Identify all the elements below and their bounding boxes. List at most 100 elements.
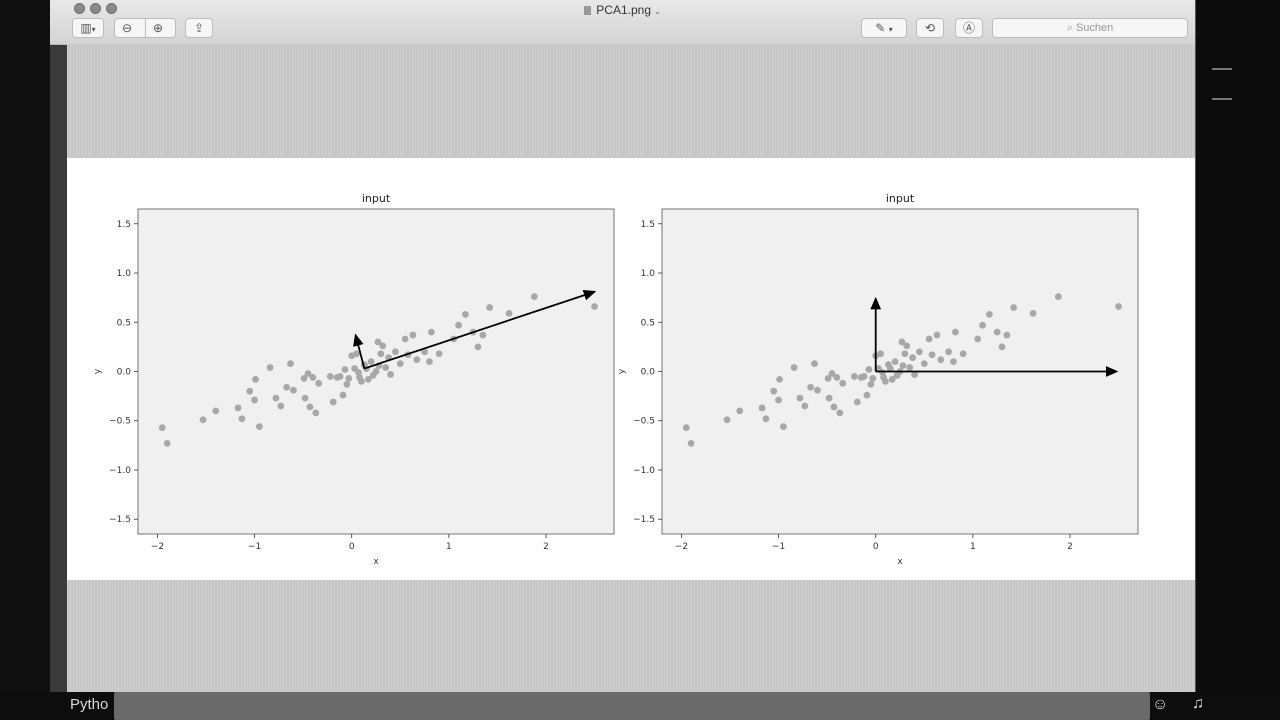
- data-point: [435, 350, 443, 358]
- principal-component-arrow: [353, 333, 366, 369]
- desktop-right-area: [1196, 0, 1280, 692]
- desktop-left-strip: [0, 0, 50, 720]
- data-point: [304, 370, 312, 377]
- data-point: [158, 424, 166, 432]
- data-point: [950, 358, 957, 366]
- data-point: [928, 351, 936, 359]
- data-point: [505, 309, 513, 317]
- y-tick-label: −1.5: [633, 515, 655, 525]
- x-axis-label: x: [373, 557, 379, 567]
- sidebar-toggle-button[interactable]: ▥▾: [72, 18, 104, 38]
- taskbar-label: Pytho: [70, 696, 109, 713]
- data-point: [775, 396, 782, 404]
- y-tick-label: −1.0: [633, 466, 655, 476]
- data-point: [863, 391, 871, 399]
- data-point: [252, 375, 259, 383]
- data-point: [985, 310, 993, 318]
- zoom-button[interactable]: [106, 3, 117, 14]
- data-point: [853, 398, 861, 406]
- data-point: [474, 343, 482, 351]
- data-point: [341, 366, 349, 373]
- search-icon: ⌕: [1066, 22, 1073, 34]
- data-point: [899, 362, 907, 369]
- zoom-in-icon[interactable]: ⊕: [153, 21, 164, 35]
- data-point: [933, 331, 941, 339]
- data-point: [199, 416, 207, 424]
- share-button[interactable]: ⇪: [185, 18, 213, 38]
- data-point: [993, 328, 1001, 336]
- chart-title: input: [362, 192, 391, 205]
- data-point: [824, 374, 832, 382]
- data-point: [479, 331, 487, 339]
- data-point: [329, 398, 337, 406]
- close-button[interactable]: [74, 3, 85, 14]
- data-point: [353, 350, 360, 358]
- data-point: [283, 383, 291, 391]
- data-point: [1010, 304, 1018, 311]
- data-point: [888, 375, 896, 383]
- data-point: [814, 386, 821, 394]
- data-point: [396, 360, 404, 368]
- data-point: [860, 373, 868, 380]
- rotate-button[interactable]: ⟲: [916, 18, 944, 38]
- data-point: [238, 415, 246, 423]
- share-icon: ⇪: [193, 21, 205, 35]
- data-point: [409, 331, 417, 339]
- smiley-icon[interactable]: ☺: [1152, 696, 1169, 713]
- data-point: [836, 409, 844, 417]
- data-point: [455, 321, 462, 329]
- image-canvas: input −2 −1 0 1 2 −1.5 −1.0 −0.5 0.0 0.5 1.0 1.5 x y in…: [67, 158, 1195, 580]
- x-tick-label: 2: [1067, 542, 1073, 552]
- chart-title: input: [886, 192, 915, 205]
- preview-window: PCA1.png ⌄ ▥▾ ⊖ ⊕ ⇪ ✎ ▾ ⟲ Ⓐ ⌕ Suchen inpu…: [50, 0, 1196, 692]
- data-point: [886, 365, 894, 372]
- data-point: [301, 394, 309, 402]
- data-point: [387, 371, 394, 378]
- chart-panel-2: input −2 −1 0 1 2 −1.5 −1.0 −0.5 0.0 0.5 1.0 1.5 x y: [617, 192, 1139, 567]
- data-point: [945, 348, 952, 356]
- data-point: [682, 424, 690, 432]
- x-tick-label: 1: [446, 542, 452, 552]
- data-point: [796, 394, 804, 402]
- window-title: PCA1.png ⌄: [50, 3, 1195, 17]
- x-tick-label: −2: [151, 542, 164, 552]
- data-point: [374, 338, 382, 346]
- titlebar: PCA1.png ⌄ ▥▾ ⊖ ⊕ ⇪ ✎ ▾ ⟲ Ⓐ ⌕ Suchen: [50, 0, 1195, 45]
- data-point: [780, 423, 787, 431]
- data-point: [326, 373, 334, 380]
- markup-button[interactable]: ✎ ▾: [861, 18, 907, 38]
- chart-panel-1: input −2 −1 0 1 2 −1.5 −1.0 −0.5 0.0 0.5 1.0 1.5 x y: [93, 192, 615, 567]
- data-point: [421, 348, 428, 356]
- data-point: [382, 364, 390, 371]
- zoom-out-icon[interactable]: ⊖: [122, 21, 133, 35]
- data-point: [911, 371, 918, 378]
- y-tick-label: 0.0: [117, 368, 132, 378]
- data-point: [951, 328, 959, 336]
- notification-icon[interactable]: ♫: [1192, 695, 1204, 712]
- data-point: [379, 342, 387, 350]
- data-point: [807, 383, 815, 391]
- data-point: [591, 303, 598, 310]
- sidebar-icon: ▥: [80, 21, 92, 35]
- data-point: [830, 403, 838, 411]
- desktop-mark: [1212, 68, 1232, 70]
- data-point: [251, 396, 258, 404]
- x-tick-label: 1: [970, 542, 976, 552]
- canvas-top-gutter: [67, 44, 1195, 158]
- data-point: [256, 423, 263, 431]
- data-point: [364, 375, 372, 383]
- minimize-button[interactable]: [90, 3, 101, 14]
- annotate-icon: Ⓐ: [962, 21, 975, 35]
- data-point: [343, 380, 351, 388]
- y-axis-label: y: [617, 368, 627, 374]
- x-tick-label: −2: [675, 542, 688, 552]
- annotate-button[interactable]: Ⓐ: [955, 18, 983, 38]
- data-point: [312, 409, 320, 417]
- pca-figure: input−2 −1 0 1 2−1.5−1.0−0.50.00.51.01.5xyin…: [93, 192, 1139, 567]
- search-input[interactable]: ⌕ Suchen: [992, 18, 1188, 38]
- x-tick-label: −1: [248, 542, 261, 552]
- data-point: [865, 366, 873, 373]
- window-title-text: PCA1.png: [596, 3, 651, 17]
- data-point: [811, 360, 818, 368]
- data-point: [287, 360, 294, 368]
